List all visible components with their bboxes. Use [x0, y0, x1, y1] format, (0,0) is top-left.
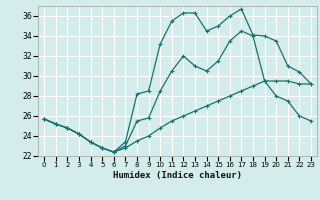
- X-axis label: Humidex (Indice chaleur): Humidex (Indice chaleur): [113, 171, 242, 180]
